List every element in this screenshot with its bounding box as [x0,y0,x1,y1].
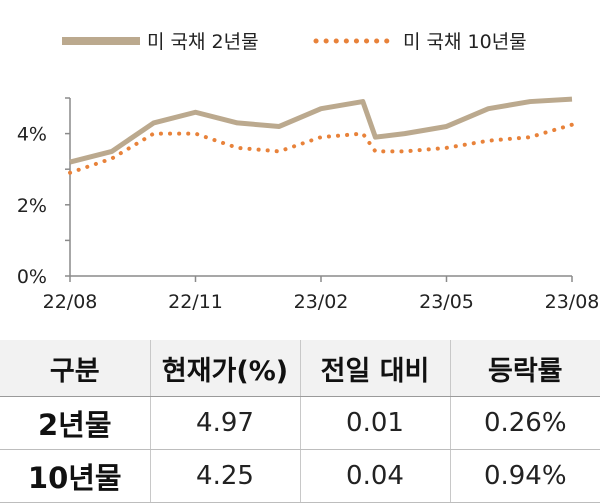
x-tick-label: 23/08 [545,291,600,313]
table-row: 2년물 4.97 0.01 0.26% [0,396,600,450]
row-label-2y: 2년물 [0,396,150,450]
cell-current-10y: 4.25 [149,449,300,503]
x-tick-label: 23/05 [419,291,474,313]
legend: 미 국채 2년물 미 국채 10년물 [62,31,527,53]
row-label-10y: 10년물 [0,449,150,503]
chart-series [68,96,574,175]
header-category: 구분 [0,340,150,397]
chart-axes: 0% 2% 4% 22/08 22/11 23/02 23/05 23/08 [17,97,600,313]
series-line-10y [68,122,574,175]
header-change-rate: 등락률 [449,340,600,397]
header-current-price: 현재가(%) [149,340,300,397]
table-header-row: 구분 현재가(%) 전일 대비 등락률 [0,340,600,397]
table-row: 10년물 4.25 0.04 0.94% [0,449,600,503]
x-tick-label: 22/08 [43,291,98,313]
cell-change-10y: 0.04 [299,449,450,503]
yield-table: 구분 현재가(%) 전일 대비 등락률 2년물 4.97 0.01 0.26% … [0,340,600,503]
y-tick-label: 4% [17,124,47,146]
cell-current-2y: 4.97 [149,396,300,450]
y-tick-label: 0% [17,266,47,288]
cell-rate-2y: 0.26% [449,396,600,450]
series-line-2y [69,96,573,165]
yield-line-chart: 미 국채 2년물 미 국채 10년물 0% 2% 4% 22/08 22/11 23/02 2… [17,31,600,313]
cell-change-2y: 0.01 [299,396,450,450]
cell-rate-10y: 0.94% [449,449,600,503]
x-tick-label: 22/11 [168,291,223,313]
legend-label-2y: 미 국채 2년물 [147,31,259,53]
header-change: 전일 대비 [299,340,450,397]
y-tick-label: 2% [17,195,47,217]
legend-label-10y: 미 국채 10년물 [403,31,527,53]
x-tick-label: 23/02 [294,291,349,313]
